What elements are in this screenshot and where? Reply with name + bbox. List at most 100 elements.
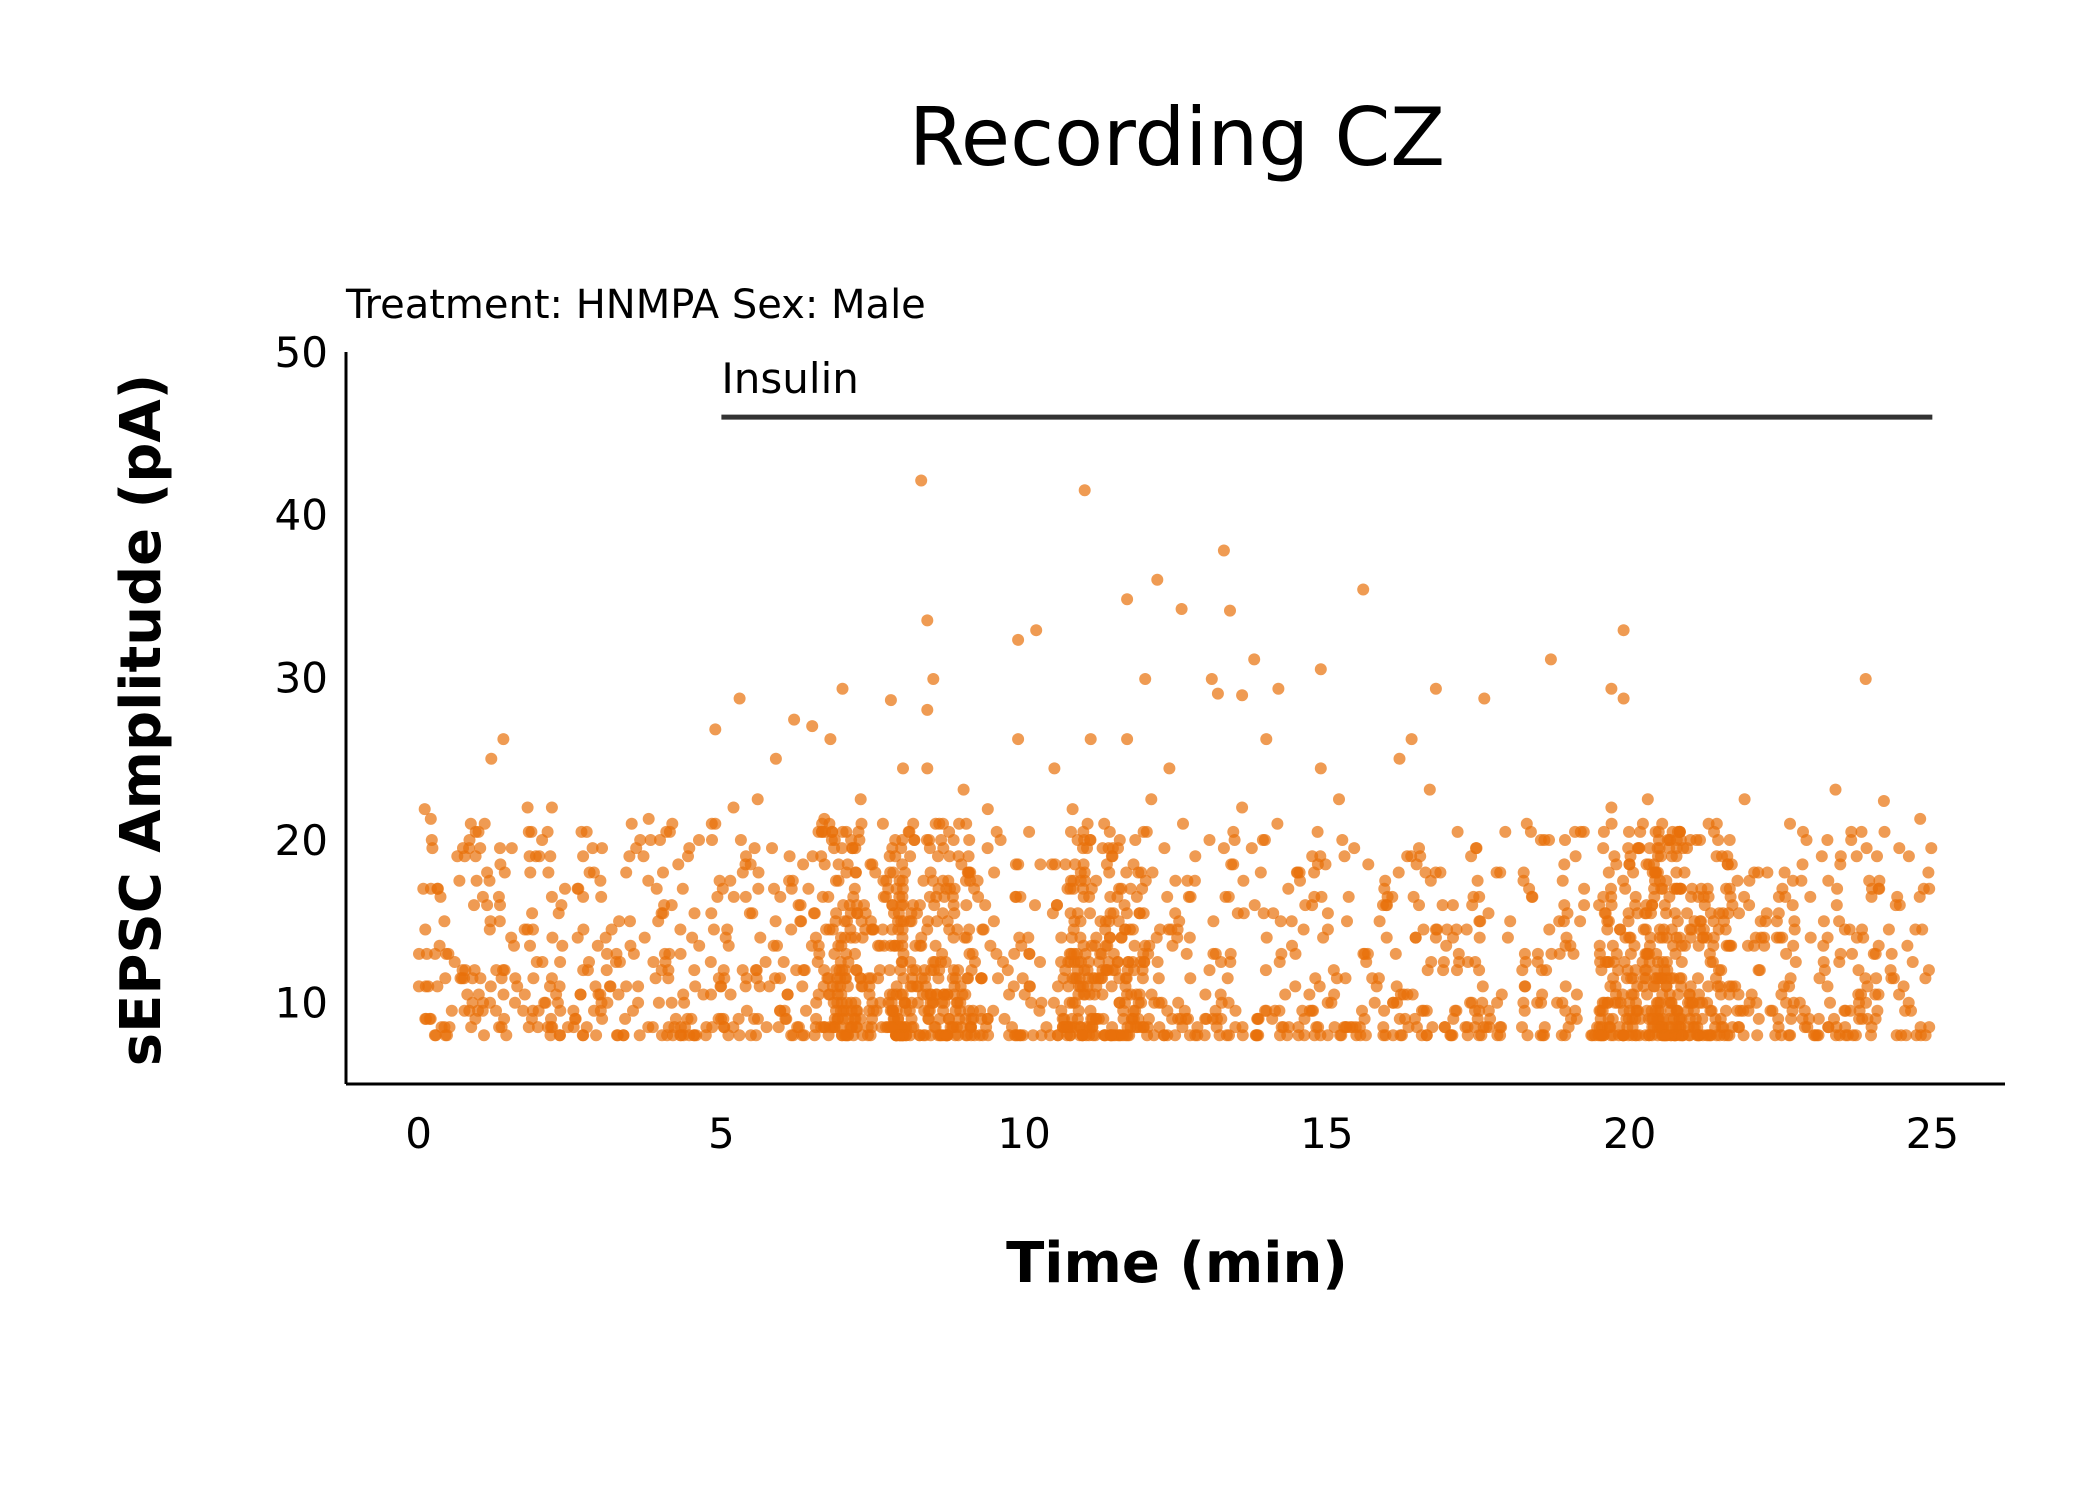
data-point [1753, 964, 1766, 977]
data-point [1112, 915, 1125, 928]
data-point [478, 1029, 490, 1042]
data-point [930, 915, 943, 928]
data-point [1184, 890, 1197, 903]
data-point [676, 882, 689, 895]
data-point [1821, 931, 1834, 944]
data-point [859, 923, 872, 936]
data-point [1645, 1012, 1658, 1025]
data-point [638, 931, 651, 944]
data-point [1796, 858, 1809, 871]
data-point [1597, 825, 1610, 838]
data-point [1289, 980, 1302, 993]
data-point [1115, 931, 1128, 944]
data-point [1713, 1029, 1726, 1042]
data-point [657, 907, 670, 920]
data-point [818, 812, 831, 825]
data-point [1207, 915, 1220, 928]
data-point [1102, 956, 1115, 968]
data-point [1650, 866, 1663, 879]
data-point [542, 866, 555, 879]
data-point [1093, 956, 1105, 968]
data-point [1789, 956, 1802, 968]
data-point [571, 882, 584, 895]
data-point [642, 812, 655, 825]
data-point [1009, 858, 1022, 871]
data-point [1821, 980, 1834, 993]
data-point [1612, 964, 1625, 977]
data-point [1567, 947, 1580, 960]
data-point [613, 915, 626, 928]
data-point [1274, 1029, 1286, 1042]
data-point [1050, 899, 1063, 912]
data-point [611, 1029, 624, 1042]
data-point [428, 1029, 441, 1042]
data-point [1811, 1029, 1823, 1042]
data-point [1237, 874, 1250, 887]
data-point [1321, 923, 1334, 936]
data-point [1460, 923, 1473, 936]
data-point [1461, 1021, 1474, 1034]
data-point [1027, 1029, 1040, 1042]
data-point [1821, 834, 1834, 846]
data-point [1022, 931, 1035, 944]
data-point [1723, 988, 1736, 1001]
data-point [458, 1004, 471, 1017]
data-point [500, 1029, 513, 1042]
data-point [1599, 907, 1612, 920]
data-point [760, 1021, 773, 1034]
data-point [1413, 842, 1425, 855]
data-point [1386, 890, 1399, 903]
data-point [1099, 915, 1112, 928]
data-point [1569, 825, 1581, 838]
data-point [1068, 947, 1081, 960]
data-point [1409, 931, 1422, 944]
data-point [1602, 866, 1615, 879]
data-point [1544, 653, 1557, 666]
data-point [1617, 1029, 1629, 1042]
data-point [1495, 988, 1508, 1001]
data-point [1610, 858, 1623, 871]
data-point [1750, 996, 1763, 1009]
data-point [1082, 972, 1095, 985]
data-point [1314, 663, 1327, 676]
data-point [822, 972, 835, 985]
data-point [1065, 825, 1077, 838]
data-point [1415, 1029, 1428, 1042]
data-point [1248, 899, 1261, 912]
data-point [981, 842, 994, 855]
data-point [883, 964, 896, 977]
data-point [1663, 842, 1676, 855]
data-point [1636, 817, 1649, 830]
data-point [1029, 899, 1041, 912]
data-point [1465, 996, 1478, 1009]
data-point [904, 980, 917, 993]
data-point [1260, 1004, 1273, 1017]
data-point [1169, 874, 1182, 887]
data-point [1617, 624, 1630, 637]
data-point [899, 996, 912, 1009]
data-point [1623, 858, 1636, 871]
data-point [1873, 874, 1886, 887]
data-point [1597, 842, 1610, 855]
data-point [1437, 964, 1450, 977]
data-point [951, 996, 964, 1009]
data-point [800, 1004, 812, 1017]
data-point [1538, 1021, 1551, 1034]
data-point [1328, 1021, 1341, 1034]
data-point [1743, 874, 1756, 887]
data-point [620, 980, 633, 993]
data-point [1161, 890, 1174, 903]
data-point [1271, 817, 1284, 830]
data-point [1834, 858, 1847, 871]
data-point [1183, 931, 1196, 944]
data-point [849, 1012, 862, 1025]
data-point [1673, 972, 1686, 985]
data-point [743, 907, 756, 920]
data-point [531, 1021, 544, 1034]
data-point [1207, 947, 1220, 960]
data-point [1423, 783, 1436, 796]
data-point [718, 972, 731, 985]
data-point [1477, 1021, 1490, 1034]
data-point [1660, 874, 1673, 887]
data-point [1766, 1004, 1779, 1017]
